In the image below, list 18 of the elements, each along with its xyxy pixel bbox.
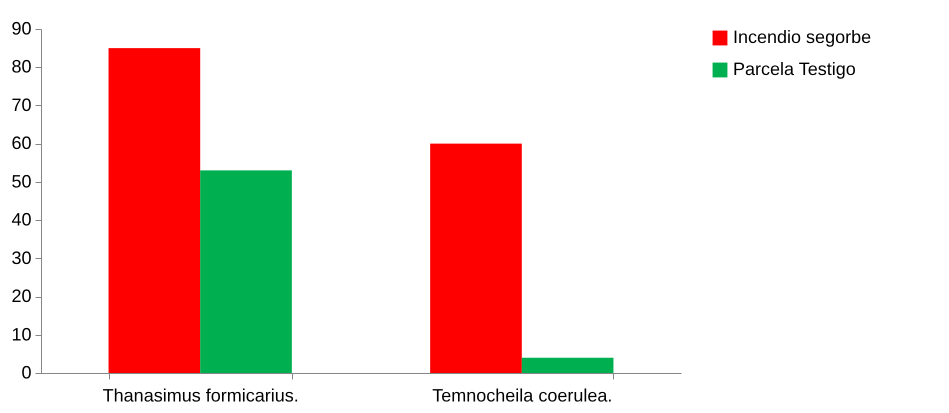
bar — [522, 358, 614, 373]
x-tick-label: Thanasimus formicarius. — [102, 386, 299, 406]
bar — [108, 48, 200, 373]
y-tick-label: 50 — [11, 171, 32, 192]
y-tick-label: 30 — [11, 248, 32, 268]
bar — [430, 144, 522, 373]
y-tick-label: 10 — [11, 324, 32, 344]
y-tick-label: 60 — [11, 133, 32, 154]
y-tick-label: 0 — [21, 362, 32, 382]
y-tick-label: 40 — [11, 210, 32, 230]
y-tick-label: 80 — [11, 56, 32, 77]
bar — [200, 170, 292, 373]
x-tick-label: Temnocheila coerulea. — [432, 386, 612, 406]
legend-label: Parcela Testigo — [733, 59, 856, 79]
y-tick-label: 20 — [11, 286, 32, 306]
legend-label: Incendio segorbe — [733, 27, 872, 47]
y-tick-label: 70 — [11, 94, 32, 115]
y-tick-label: 90 — [11, 18, 32, 38]
